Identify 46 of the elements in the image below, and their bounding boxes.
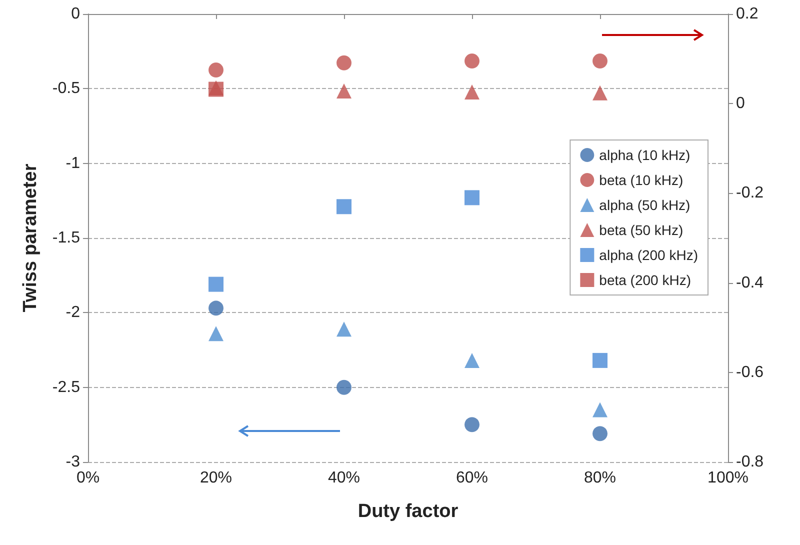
- x-tick-label: 0%: [76, 470, 100, 486]
- y-tick-label: -1.5: [52, 230, 80, 246]
- y-tick-label: -2.5: [52, 378, 80, 396]
- point: [592, 402, 608, 418]
- legend-label: beta (10 kHz): [599, 172, 684, 188]
- y-tick-label: -2: [66, 304, 80, 322]
- point: [208, 276, 224, 292]
- point: [592, 426, 608, 442]
- y-tick-label: 0: [71, 6, 80, 22]
- point: [464, 190, 480, 206]
- legend-label: alpha (10 kHz): [599, 147, 690, 163]
- y2-tick-label: -0.6: [736, 364, 764, 381]
- point: [464, 54, 480, 69]
- x-tick-label: 100%: [708, 470, 748, 486]
- point: [464, 84, 480, 100]
- y-axis-title: Twiss parameter: [20, 163, 41, 312]
- legend-label: beta (200 kHz): [599, 272, 691, 288]
- y2-tick-label: 0: [736, 95, 745, 112]
- legend-label: alpha (200 kHz): [599, 247, 698, 263]
- y-tick-label: -1: [66, 154, 80, 172]
- point: [592, 85, 608, 100]
- point: [464, 352, 480, 368]
- y2-tick-label: -0.2: [736, 184, 764, 202]
- point: [208, 326, 224, 342]
- y2-tick-label: 0.2: [736, 6, 758, 22]
- point: [336, 322, 352, 337]
- y2-tick-label: -0.4: [736, 274, 764, 292]
- point: [336, 380, 352, 395]
- x-tick-label: 20%: [200, 470, 232, 486]
- point: [592, 54, 608, 69]
- point: [336, 199, 352, 214]
- y2-tick-label: -0.8: [736, 454, 764, 470]
- x-tick-label: 40%: [328, 470, 360, 486]
- legend-label: beta (50 kHz): [599, 222, 684, 238]
- point: [592, 352, 608, 368]
- y-tick-label: -3: [66, 454, 80, 470]
- x-tick-label: 80%: [584, 470, 616, 486]
- x-tick-label: 60%: [456, 470, 488, 486]
- point: [336, 84, 352, 99]
- x-axis-title: Duty factor: [358, 501, 459, 522]
- legend-label: alpha (50 kHz): [599, 197, 690, 213]
- y-tick-label: -0.5: [52, 80, 80, 98]
- point: [464, 417, 480, 432]
- point: [208, 300, 224, 316]
- point: [208, 62, 224, 78]
- point: [336, 55, 352, 70]
